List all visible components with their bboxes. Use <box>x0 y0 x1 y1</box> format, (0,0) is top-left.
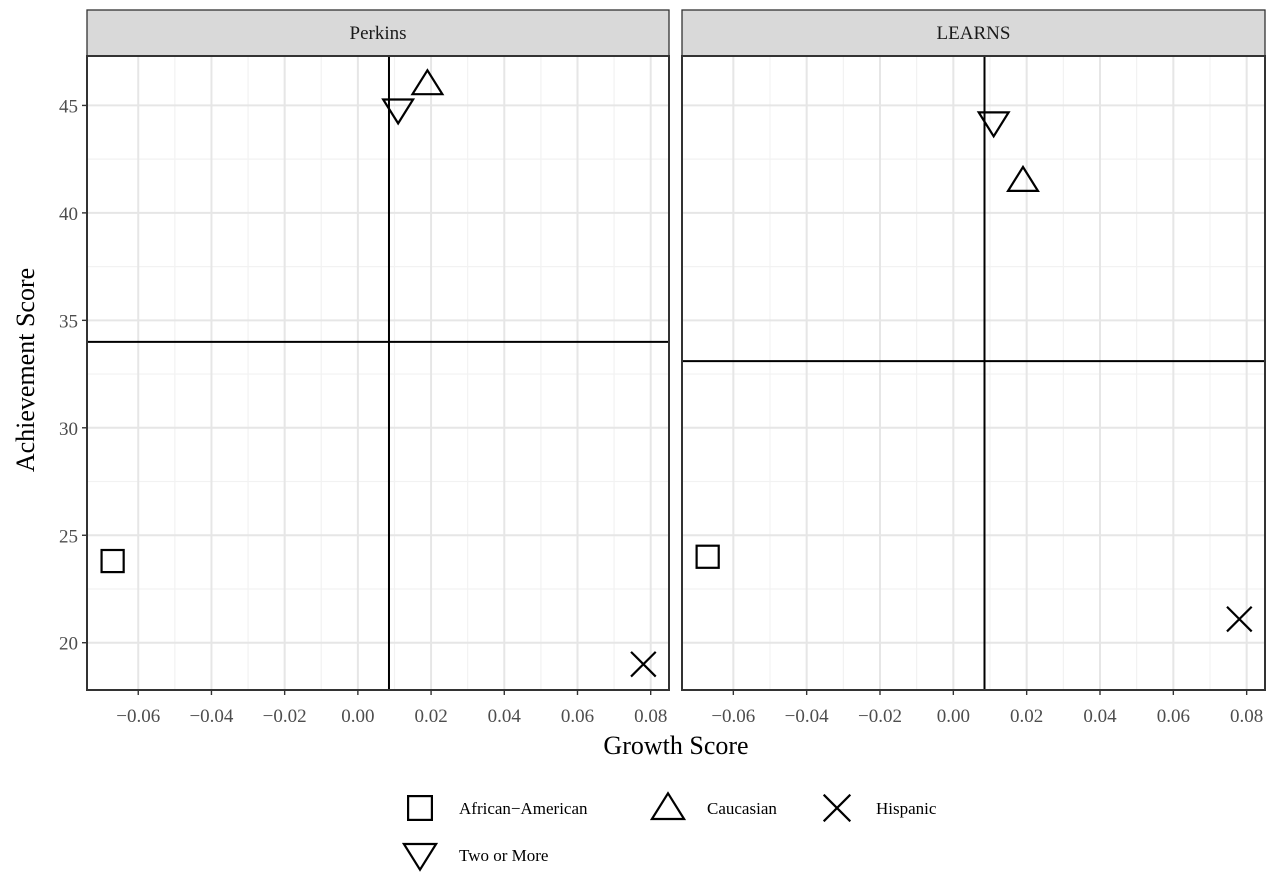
x-axis-title: Growth Score <box>603 731 748 760</box>
data-point <box>100 548 125 574</box>
y-tick-label: 20 <box>59 634 78 655</box>
legend-label: Caucasian <box>707 799 777 818</box>
data-point <box>381 98 416 126</box>
data-point <box>1226 605 1253 633</box>
x-tick-label: 0.06 <box>561 706 594 727</box>
y-tick-label: 45 <box>59 96 78 117</box>
x-tick-label: −0.06 <box>711 706 755 727</box>
legend-symbol <box>401 842 439 872</box>
legend: African−American Caucasian Hispanic Two or … <box>401 791 937 872</box>
legend-symbol <box>407 794 434 821</box>
legend-symbol <box>649 791 687 821</box>
x-tick-label: 0.08 <box>1230 706 1263 727</box>
x-tick-label: 0.04 <box>1083 706 1117 727</box>
legend-item: Two or More <box>401 842 548 872</box>
facet-title: LEARNS <box>937 23 1011 44</box>
data-point <box>410 68 445 96</box>
x-tick-label: −0.04 <box>189 706 233 727</box>
panel-border <box>681 55 1266 691</box>
grid-lines <box>682 56 1265 690</box>
y-axis-title: Achievement Score <box>11 268 40 472</box>
panel-border <box>86 55 670 691</box>
y-tick-label: 40 <box>59 204 78 225</box>
facet-panel-0: Perkins −0.06 −0.04 −0.02 0.00 0.02 0.04 0.06 0.… <box>59 9 670 727</box>
data-point <box>630 651 657 678</box>
data-point <box>976 111 1011 139</box>
facet-title: Perkins <box>350 23 407 44</box>
legend-symbol <box>822 793 852 823</box>
legend-label: African−American <box>459 799 588 818</box>
legend-item: Hispanic <box>822 793 937 823</box>
x-tick-label: 0.02 <box>414 706 447 727</box>
x-tick-label: −0.02 <box>858 706 902 727</box>
plot-area <box>682 56 1265 690</box>
legend-label: Two or More <box>459 846 548 865</box>
legend-item: Caucasian <box>649 791 777 821</box>
x-tick-label: −0.06 <box>116 706 160 727</box>
legend-item: African−American <box>407 794 588 821</box>
x-tick-label: 0.02 <box>1010 706 1043 727</box>
x-tick-label: −0.04 <box>785 706 829 727</box>
y-tick-label: 25 <box>59 526 78 547</box>
legend-label: Hispanic <box>876 799 937 818</box>
y-tick-label: 35 <box>59 311 78 332</box>
x-tick-label: 0.08 <box>634 706 667 727</box>
facet-panel-1: LEARNS −0.06 −0.04 −0.02 0.00 0.02 0.04 0.06 0.0… <box>681 9 1266 727</box>
y-tick-label: 30 <box>59 419 78 440</box>
plot-area <box>87 56 669 690</box>
x-tick-label: 0.00 <box>937 706 970 727</box>
x-tick-label: 0.06 <box>1157 706 1190 727</box>
grid-lines <box>87 56 669 690</box>
x-tick-label: 0.04 <box>488 706 522 727</box>
x-tick-label: −0.02 <box>263 706 307 727</box>
data-point <box>695 544 720 569</box>
x-tick-label: 0.00 <box>341 706 374 727</box>
data-point <box>1006 164 1040 192</box>
facet-strip <box>86 9 670 57</box>
